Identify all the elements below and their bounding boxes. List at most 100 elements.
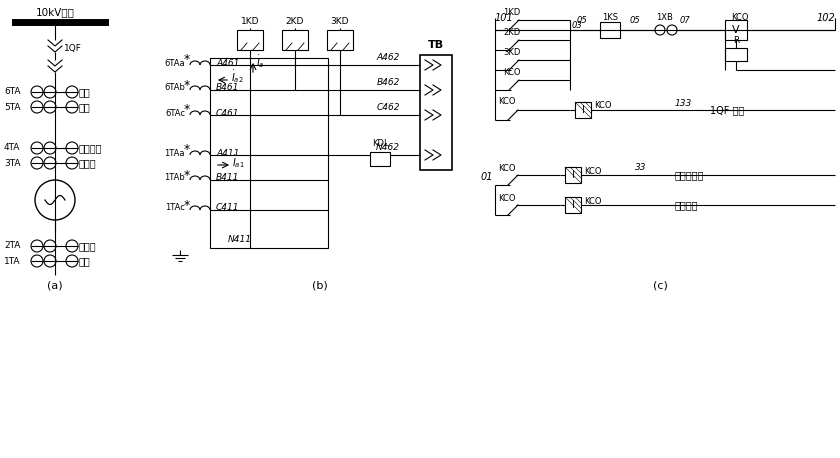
Bar — [725, 48, 747, 61]
Circle shape — [667, 25, 677, 35]
Text: 05: 05 — [630, 16, 640, 25]
Text: 跳灭磁开关: 跳灭磁开关 — [675, 170, 705, 180]
Bar — [575, 102, 591, 118]
Text: 6TAb: 6TAb — [164, 83, 185, 93]
Circle shape — [66, 157, 78, 169]
Text: 5TA: 5TA — [4, 103, 20, 111]
Text: 1QF 跳闸: 1QF 跳闸 — [710, 105, 744, 115]
Text: 1QF: 1QF — [64, 44, 81, 53]
Text: 3TA: 3TA — [4, 158, 20, 168]
Text: 关闭主阀: 关闭主阀 — [675, 200, 699, 210]
Bar — [725, 20, 747, 40]
Text: 1KS: 1KS — [602, 13, 618, 22]
Text: B411: B411 — [216, 174, 239, 182]
Text: 1XB: 1XB — [657, 13, 674, 22]
Text: I: I — [581, 105, 585, 115]
Text: 6TAc: 6TAc — [165, 109, 185, 118]
Text: 2TA: 2TA — [4, 241, 20, 251]
Text: 励磁调节: 励磁调节 — [79, 143, 102, 153]
Text: 1TA: 1TA — [4, 256, 20, 266]
Text: B461: B461 — [216, 83, 239, 93]
Text: 2KD: 2KD — [286, 17, 304, 27]
Circle shape — [44, 101, 56, 113]
Text: KCO: KCO — [503, 68, 521, 77]
Text: KCO: KCO — [732, 13, 748, 22]
Circle shape — [44, 157, 56, 169]
Text: 03: 03 — [572, 21, 583, 29]
Text: *: * — [184, 78, 190, 92]
Text: 1TAc: 1TAc — [165, 203, 185, 213]
Text: 10kV母线: 10kV母线 — [35, 7, 75, 17]
Bar — [565, 197, 581, 213]
Text: I: I — [571, 170, 575, 180]
Text: (c): (c) — [653, 280, 668, 290]
Circle shape — [35, 180, 75, 220]
Circle shape — [31, 240, 43, 252]
Text: A462: A462 — [376, 53, 400, 62]
Text: (a): (a) — [47, 280, 63, 290]
Text: 101: 101 — [495, 13, 514, 23]
Text: C461: C461 — [216, 109, 239, 118]
Text: 133: 133 — [675, 98, 692, 108]
Circle shape — [44, 86, 56, 98]
Text: 4TA: 4TA — [4, 143, 20, 153]
Text: *: * — [184, 143, 190, 157]
Circle shape — [66, 142, 78, 154]
Bar — [210, 58, 328, 248]
Text: C411: C411 — [216, 203, 239, 213]
Text: KCO: KCO — [584, 196, 601, 206]
Text: 33: 33 — [635, 164, 647, 173]
Bar — [600, 22, 620, 38]
Text: 1TAb: 1TAb — [165, 174, 185, 182]
Text: V: V — [732, 25, 740, 35]
Bar — [370, 152, 390, 166]
Circle shape — [66, 101, 78, 113]
Text: *: * — [184, 169, 190, 181]
Bar — [420, 55, 452, 170]
Circle shape — [44, 240, 56, 252]
Text: N462: N462 — [376, 143, 400, 152]
Text: *: * — [184, 104, 190, 116]
Text: 过电流: 过电流 — [79, 241, 97, 251]
Circle shape — [66, 86, 78, 98]
Circle shape — [655, 25, 665, 35]
Text: 1KD: 1KD — [503, 8, 520, 17]
Circle shape — [66, 240, 78, 252]
Text: 6TAa: 6TAa — [165, 59, 185, 67]
Circle shape — [31, 255, 43, 267]
Text: (b): (b) — [312, 280, 328, 290]
Bar — [327, 30, 353, 50]
Text: 1KD: 1KD — [241, 17, 260, 27]
Text: $\dot{I}_{a1}$: $\dot{I}_{a1}$ — [232, 153, 244, 170]
Text: 01: 01 — [480, 172, 493, 182]
Text: 05: 05 — [576, 16, 587, 25]
Text: 测量: 测量 — [79, 102, 91, 112]
Text: KCO: KCO — [498, 164, 516, 173]
Text: N411: N411 — [228, 235, 252, 245]
Circle shape — [44, 255, 56, 267]
Bar — [237, 30, 263, 50]
Circle shape — [31, 142, 43, 154]
Text: $\dot{I}_a$: $\dot{I}_a$ — [256, 54, 265, 71]
Text: 2KD: 2KD — [503, 28, 520, 37]
Text: *: * — [184, 54, 190, 66]
Bar — [565, 167, 581, 183]
Text: 差动: 差动 — [79, 87, 91, 97]
Text: I: I — [571, 200, 575, 210]
Text: A411: A411 — [216, 148, 239, 158]
Text: KCO: KCO — [594, 102, 612, 110]
Text: 电度表: 电度表 — [79, 158, 97, 168]
Text: R: R — [732, 36, 739, 45]
Circle shape — [66, 255, 78, 267]
Text: B462: B462 — [376, 78, 400, 87]
Text: A461: A461 — [216, 59, 239, 67]
Text: 差动: 差动 — [79, 256, 91, 266]
Text: 102: 102 — [816, 13, 835, 23]
Text: 07: 07 — [680, 16, 690, 25]
Text: KDL: KDL — [371, 139, 388, 148]
Circle shape — [44, 142, 56, 154]
Text: 3KD: 3KD — [503, 48, 520, 57]
Text: $\dot{I}_{a2}$: $\dot{I}_{a2}$ — [231, 69, 244, 86]
Text: C462: C462 — [376, 103, 400, 112]
Circle shape — [31, 86, 43, 98]
